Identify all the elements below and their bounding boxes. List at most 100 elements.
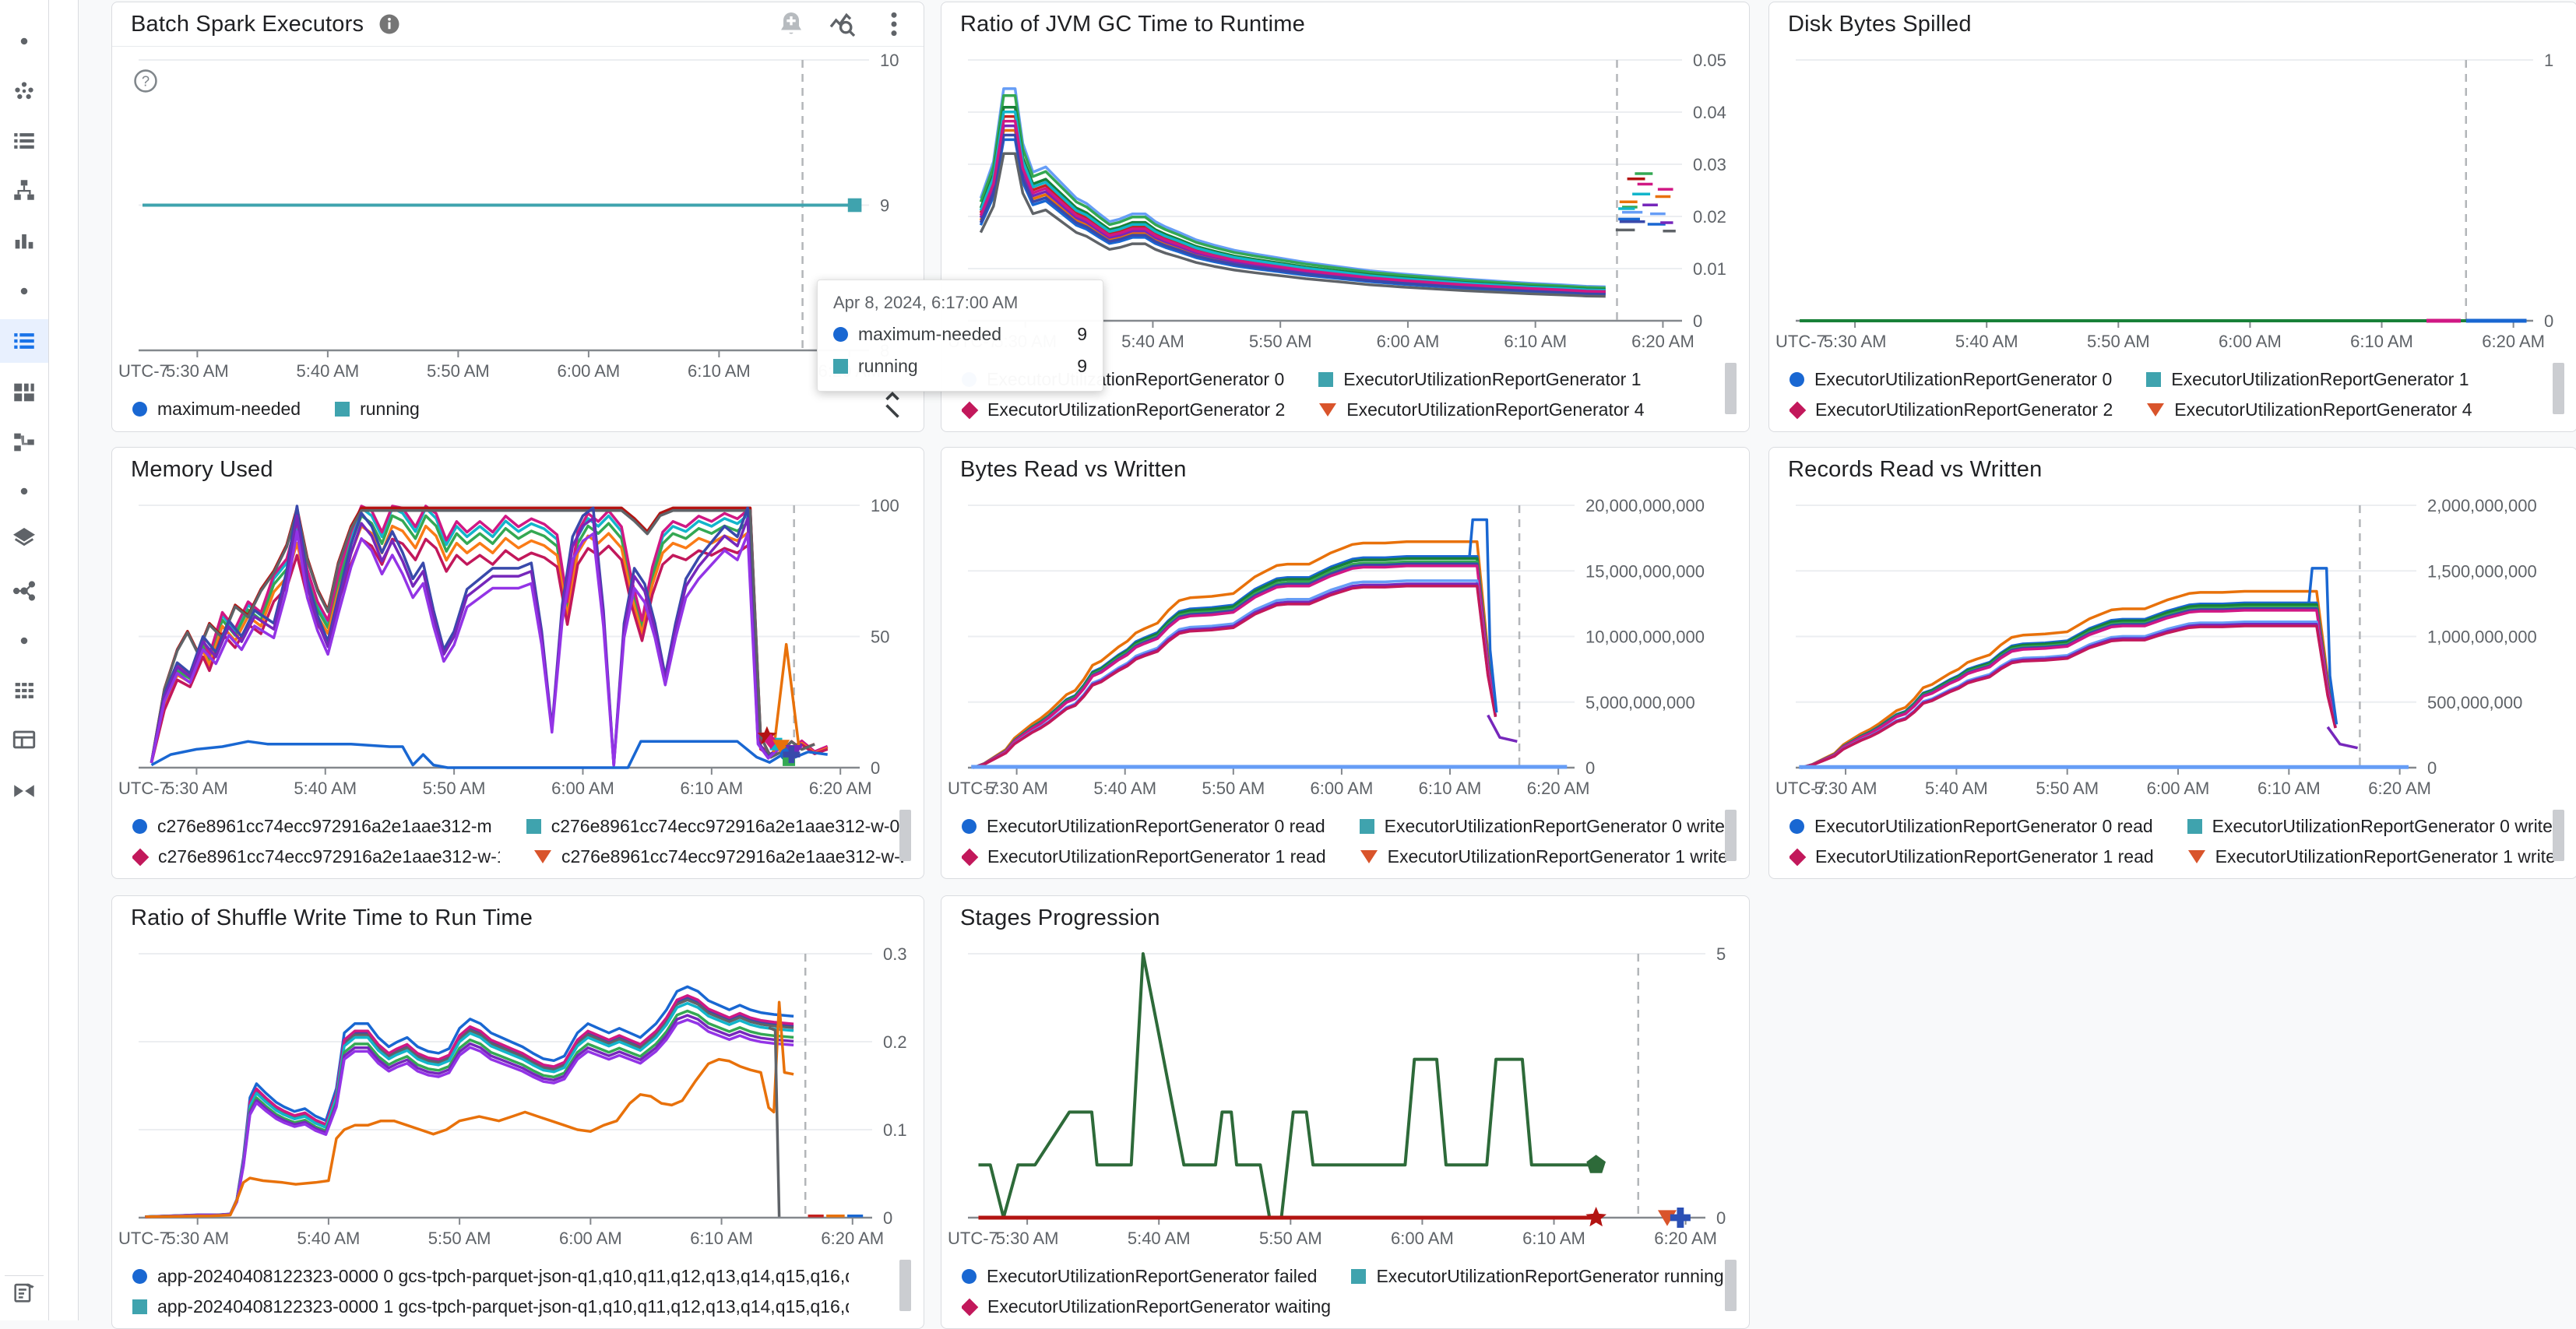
sidebar-item-11[interactable] (0, 569, 48, 613)
chart-plot-area[interactable]: 10985:30 AM5:40 AM5:50 AM6:00 AM6:10 AM6… (112, 47, 924, 386)
legend-item[interactable]: ExecutorUtilizationReportGenerator 4 (2147, 399, 2472, 420)
sidebar-item-bottom[interactable] (0, 1271, 48, 1314)
x-tick-label: 5:30 AM (1814, 779, 1877, 798)
timezone-label: UTC-7 (1775, 779, 1826, 798)
help-icon[interactable]: ? (132, 68, 159, 94)
sidebar-item-15[interactable] (0, 769, 48, 813)
legend-item[interactable]: ExecutorUtilizationReportGenerator 1 wri… (1360, 846, 1728, 867)
x-tick-label: 5:50 AM (423, 779, 486, 798)
legend-item[interactable]: c276e8961cc74ecc972916a2e1aae312-w-1 (132, 846, 500, 867)
sidebar-item-1[interactable] (0, 69, 48, 113)
chart-plot-area[interactable]: 5 0 5:30 AM 5:40 AM 5:50 AM 6:00 AM 6:10 AM 6:2… (941, 941, 1749, 1253)
legend-scrollbar[interactable] (899, 810, 911, 861)
chart-container[interactable]: 100 50 0 5:30 AM 5:40 AM 5:50 AM 6:00 AM 6:10 A… (112, 493, 924, 803)
legend-item[interactable]: ExecutorUtilizationReportGenerator 0 wri… (2187, 816, 2553, 837)
panel-2: Disk Bytes Spilled 1 0 5:30 AM 5:40 AM 5:50 … (1768, 2, 2576, 432)
legend-scrollbar[interactable] (2553, 810, 2564, 861)
legend-item[interactable]: ExecutorUtilizationReportGenerator 0 rea… (962, 816, 1325, 837)
chart-plot-area[interactable]: 2,000,000,000 1,500,000,000 1,000,000,000 5… (1769, 493, 2576, 803)
x-tick-label: 5:50 AM (428, 1229, 491, 1248)
add-alert-icon[interactable] (776, 9, 807, 40)
sidebar-item-12[interactable] (0, 619, 48, 663)
legend-item[interactable]: app-20240408122323-0000 0 gcs-tpch-parqu… (132, 1266, 849, 1287)
series-line (150, 506, 829, 763)
legend-item[interactable]: c276e8961cc74ecc972916a2e1aae312-w-2 (534, 846, 903, 867)
series-line (979, 152, 1606, 298)
unfold-more-icon[interactable] (878, 388, 906, 422)
chart-container[interactable]: 2,000,000,000 1,500,000,000 1,000,000,000 5… (1769, 493, 2576, 803)
x-tick-label: 6:00 AM (559, 1229, 622, 1248)
legend-item[interactable]: ExecutorUtilizationReportGenerator 1 (1318, 369, 1642, 390)
legend-scrollbar[interactable] (899, 1260, 911, 1311)
y-tick-label: 5 (1716, 944, 1726, 964)
sidebar-item-7[interactable] (0, 371, 48, 414)
sidebar-item-8[interactable] (0, 420, 48, 464)
y-tick-label: 10,000,000,000 (1585, 628, 1705, 647)
legend-item[interactable]: running (335, 399, 420, 420)
sidebar-item-10[interactable] (0, 516, 48, 560)
sidebar-item-3[interactable] (0, 168, 48, 212)
legend-scrollbar[interactable] (1725, 363, 1737, 414)
sidebar-item-2[interactable] (0, 119, 48, 163)
chart-plot-area[interactable]: 0.3 0.2 0.1 0 5:30 AM 5:40 AM 5:50 AM 6:00 AM 6:… (112, 941, 924, 1253)
legend-label: ExecutorUtilizationReportGenerator runni… (1376, 1266, 1724, 1286)
sidebar-item-5[interactable] (0, 269, 48, 313)
legend-item[interactable]: ExecutorUtilizationReportGenerator waiti… (962, 1296, 1331, 1317)
timezone-label: UTC-7 (118, 1229, 169, 1248)
legend-item[interactable]: ExecutorUtilizationReportGenerator faile… (962, 1266, 1317, 1287)
legend-item[interactable]: c276e8961cc74ecc972916a2e1aae312-m (132, 816, 492, 837)
chart-plot-area[interactable]: 20,000,000,000 15,000,000,000 10,000,000,0… (941, 493, 1749, 803)
y-tick-label: 0 (2427, 758, 2437, 778)
legend-item[interactable]: c276e8961cc74ecc972916a2e1aae312-w-0 (526, 816, 899, 837)
info-icon[interactable] (378, 12, 401, 36)
sidebar-item-9[interactable] (0, 469, 48, 513)
chart-container[interactable]: 5 0 5:30 AM 5:40 AM 5:50 AM 6:00 AM 6:10 AM 6:2… (941, 941, 1749, 1253)
legend-scrollbar[interactable] (1725, 1260, 1737, 1311)
chart-plot-area[interactable]: 1 0 5:30 AM 5:40 AM 5:50 AM 6:00 AM 6:10 AM 6:2… (1769, 47, 2576, 357)
square-marker-icon (132, 1299, 147, 1314)
chart-container[interactable]: 10985:30 AM5:40 AM5:50 AM6:00 AM6:10 AM6… (112, 47, 924, 386)
sidebar-item-6-selected[interactable] (0, 319, 48, 363)
y-tick-label: 9 (880, 196, 889, 216)
panel-title: Bytes Read vs Written (960, 456, 1187, 482)
sidebar-item-0[interactable] (0, 19, 48, 63)
chart-plot-area[interactable]: 100 50 0 5:30 AM 5:40 AM 5:50 AM 6:00 AM 6:10 A… (112, 493, 924, 803)
legend-item[interactable]: ExecutorUtilizationReportGenerator 1 (2146, 369, 2469, 390)
series-line (150, 537, 829, 764)
legend-item[interactable]: ExecutorUtilizationReportGenerator runni… (1351, 1266, 1724, 1287)
explore-icon[interactable] (827, 9, 858, 40)
legend-item[interactable]: app-20240408122323-0000 1 gcs-tpch-parqu… (132, 1296, 849, 1317)
sidebar-item-13[interactable] (0, 669, 48, 712)
x-tick-label: 6:10 AM (1419, 779, 1482, 798)
legend-item[interactable]: ExecutorUtilizationReportGenerator 2 (962, 399, 1285, 420)
legend-label: ExecutorUtilizationReportGenerator 1 (1343, 369, 1642, 389)
chart-container[interactable]: 0.3 0.2 0.1 0 5:30 AM 5:40 AM 5:50 AM 6:00 AM 6:… (112, 941, 924, 1253)
legend-item[interactable]: ExecutorUtilizationReportGenerator 0 (1789, 369, 2112, 390)
legend-item[interactable]: ExecutorUtilizationReportGenerator 1 wri… (2187, 846, 2556, 867)
legend-item[interactable]: ExecutorUtilizationReportGenerator 4 (1319, 399, 1645, 420)
series-line (145, 1000, 794, 1218)
legend-scrollbar[interactable] (1725, 810, 1737, 861)
chart-container[interactable]: 1 0 5:30 AM 5:40 AM 5:50 AM 6:00 AM 6:10 AM 6:2… (1769, 47, 2576, 357)
legend-item[interactable]: ExecutorUtilizationReportGenerator 1 rea… (1789, 846, 2154, 867)
legend-scrollbar[interactable] (2553, 363, 2564, 414)
series-line (2307, 567, 2338, 725)
legend-item[interactable]: maximum-needed (132, 399, 301, 420)
more-options-icon[interactable] (878, 9, 910, 40)
hub-icon (11, 78, 37, 104)
x-tick-label: 5:30 AM (985, 779, 1048, 798)
legend-item[interactable]: ExecutorUtilizationReportGenerator 2 (1789, 399, 2113, 420)
legend-label: ExecutorUtilizationReportGenerator 1 (2171, 369, 2469, 389)
chart-container[interactable]: 20,000,000,000 15,000,000,000 10,000,000,0… (941, 493, 1749, 803)
legend-label: ExecutorUtilizationReportGenerator 1 rea… (1815, 846, 2154, 867)
sidebar-item-14[interactable] (0, 718, 48, 761)
legend-label: ExecutorUtilizationReportGenerator 2 (1815, 399, 2113, 420)
legend-item[interactable]: ExecutorUtilizationReportGenerator 0 rea… (1789, 816, 2153, 837)
x-tick-label: 6:20 AM (1527, 779, 1590, 798)
legend-item[interactable]: ExecutorUtilizationReportGenerator 0 wri… (1359, 816, 1725, 837)
x-tick-label: 6:20 AM (821, 1229, 884, 1248)
sidebar-item-4[interactable] (0, 218, 48, 262)
legend-item[interactable]: ExecutorUtilizationReportGenerator 1 rea… (962, 846, 1326, 867)
